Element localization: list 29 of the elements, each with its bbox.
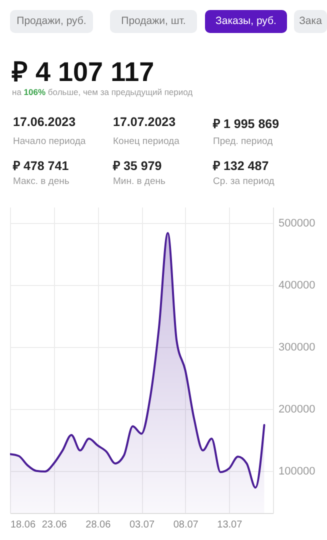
text: Конец периода xyxy=(113,136,180,147)
text: Пред. период xyxy=(213,136,273,147)
y-tick-label: 300000 xyxy=(278,341,316,354)
x-tick-label: 28.06 xyxy=(86,520,112,530)
text: Продажи, шт. xyxy=(110,10,197,33)
y-tick-label: 200000 xyxy=(278,403,316,416)
x-tick-label: 08.07 xyxy=(173,520,199,530)
text: ₽ 132 487 xyxy=(213,158,269,174)
chart-title: ₽ 4 107 117 xyxy=(12,56,154,88)
text: Мин. в день xyxy=(113,176,166,187)
text: ₽ 478 741 xyxy=(13,158,69,174)
text: Продажи, руб. xyxy=(10,10,93,33)
y-tick-label: 400000 xyxy=(278,280,316,292)
text: ₽ 35 979 xyxy=(113,158,162,174)
text: ₽ 1 995 869 xyxy=(213,116,280,132)
text: Зака xyxy=(294,10,327,33)
x-tick-label: 23.06 xyxy=(42,520,68,530)
x-tick-label: 18.06 xyxy=(10,520,36,530)
text: Начало периода xyxy=(13,136,86,147)
y-tick-label: 100000 xyxy=(278,465,316,478)
chart-subtitle: на 106% больше, чем за предыдущий период xyxy=(12,87,193,97)
text: Заказы, руб. xyxy=(205,10,287,33)
text: 17.06.2023 xyxy=(13,115,76,129)
x-tick-label: 03.07 xyxy=(129,520,155,530)
text: Ср. за период xyxy=(213,176,274,187)
text: 17.07.2023 xyxy=(113,115,176,129)
x-tick-label: 13.07 xyxy=(217,520,243,530)
y-tick-label: 500000 xyxy=(278,218,316,230)
text: Макс. в день xyxy=(13,176,70,187)
